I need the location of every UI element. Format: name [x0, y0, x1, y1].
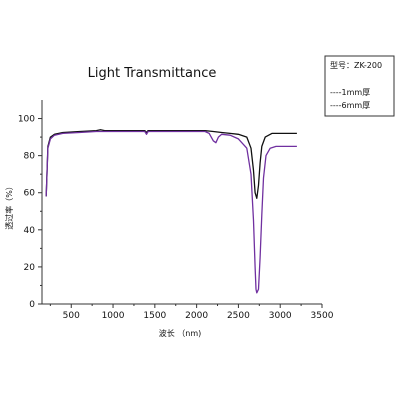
- x-tick-label: 500: [63, 311, 80, 321]
- x-axis-label: 波长 （nm): [159, 328, 202, 338]
- x-tick-label: 2000: [185, 311, 208, 321]
- x-tick-label: 3500: [311, 311, 334, 321]
- x-tick-label: 3000: [269, 311, 292, 321]
- y-tick-label: 20: [24, 263, 36, 273]
- series-line-6mm: [45, 130, 297, 294]
- legend-entry-6mm: ----6mm厚: [330, 101, 370, 110]
- y-tick-label: 40: [24, 226, 36, 236]
- x-axis-ticks: 500 1000 1500 2000 2500 3000 3500: [49, 304, 334, 321]
- y-axis-ticks: 0 20 40 60 80 100: [18, 115, 42, 310]
- legend-model-label: 型号：ZK-200: [330, 61, 382, 70]
- series-lines: [45, 129, 297, 294]
- x-tick-label: 1500: [143, 311, 166, 321]
- y-tick-label: 60: [24, 189, 36, 199]
- legend-box: [324, 55, 395, 117]
- y-tick-label: 100: [18, 115, 35, 125]
- x-tick-label: 1000: [102, 311, 125, 321]
- y-tick-label: 80: [24, 152, 36, 162]
- chart-title: Light Transmittance: [88, 66, 217, 81]
- y-tick-label: 0: [29, 300, 35, 310]
- legend-entry-1mm: ----1mm厚: [330, 88, 370, 97]
- series-line-1mm: [45, 129, 297, 199]
- legend: 型号：ZK-200 ----1mm厚 ----6mm厚: [324, 55, 395, 117]
- x-tick-label: 2500: [227, 311, 250, 321]
- y-axis-label: 透过率（%）: [4, 182, 14, 230]
